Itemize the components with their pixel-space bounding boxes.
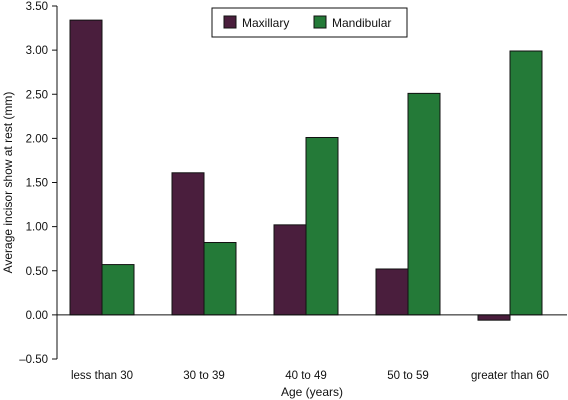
bar-maxillary-2 [273, 224, 307, 316]
y-tick-label: 0.00 [26, 310, 48, 322]
legend-label-mandibular: Mandibular [332, 16, 391, 30]
bar-maxillary-1 [171, 172, 205, 316]
y-tick-label: 0.50 [26, 266, 48, 278]
y-tick-label: 2.50 [26, 89, 48, 101]
y-tick-label: 3.50 [26, 1, 48, 13]
legend: Maxillary Mandibular [211, 7, 408, 38]
bar-maxillary-3 [375, 268, 409, 316]
x-tick-label: 40 to 49 [285, 370, 327, 382]
y-tick-label: 1.50 [26, 178, 48, 190]
bar-maxillary-4 [477, 314, 511, 321]
bars-group [69, 19, 543, 321]
x-axis-title: Age (years) [281, 385, 343, 399]
bar-mandibular-4 [509, 50, 543, 316]
legend-box [211, 7, 408, 38]
legend-label-maxillary: Maxillary [242, 16, 289, 30]
y-tick-label: 1.00 [26, 222, 48, 234]
legend-swatch-mandibular [313, 15, 327, 29]
y-ticks-group: –0.50 0.00 0.50 1.00 1.50 2.00 2.50 3.00 3.50 [19, 1, 57, 366]
x-tick-label: less than 30 [71, 370, 133, 382]
y-tick-label: 2.00 [26, 133, 48, 145]
x-tick-label: 30 to 39 [183, 370, 225, 382]
y-tick-label: 3.00 [26, 45, 48, 57]
x-tick-label: 50 to 59 [387, 370, 429, 382]
bar-mandibular-0 [101, 264, 135, 316]
x-ticks-group: less than 30 30 to 39 40 to 49 50 to 59 grea… [71, 370, 549, 382]
x-tick-label: greater than 60 [471, 370, 549, 382]
legend-swatch-maxillary [223, 15, 237, 29]
bar-maxillary-0 [69, 19, 103, 316]
bar-mandibular-2 [305, 136, 339, 316]
y-axis-title: Average incisor show at rest (mm) [1, 92, 15, 274]
bar-mandibular-3 [407, 92, 441, 316]
y-tick-label: –0.50 [19, 354, 48, 366]
bar-mandibular-1 [203, 242, 237, 316]
